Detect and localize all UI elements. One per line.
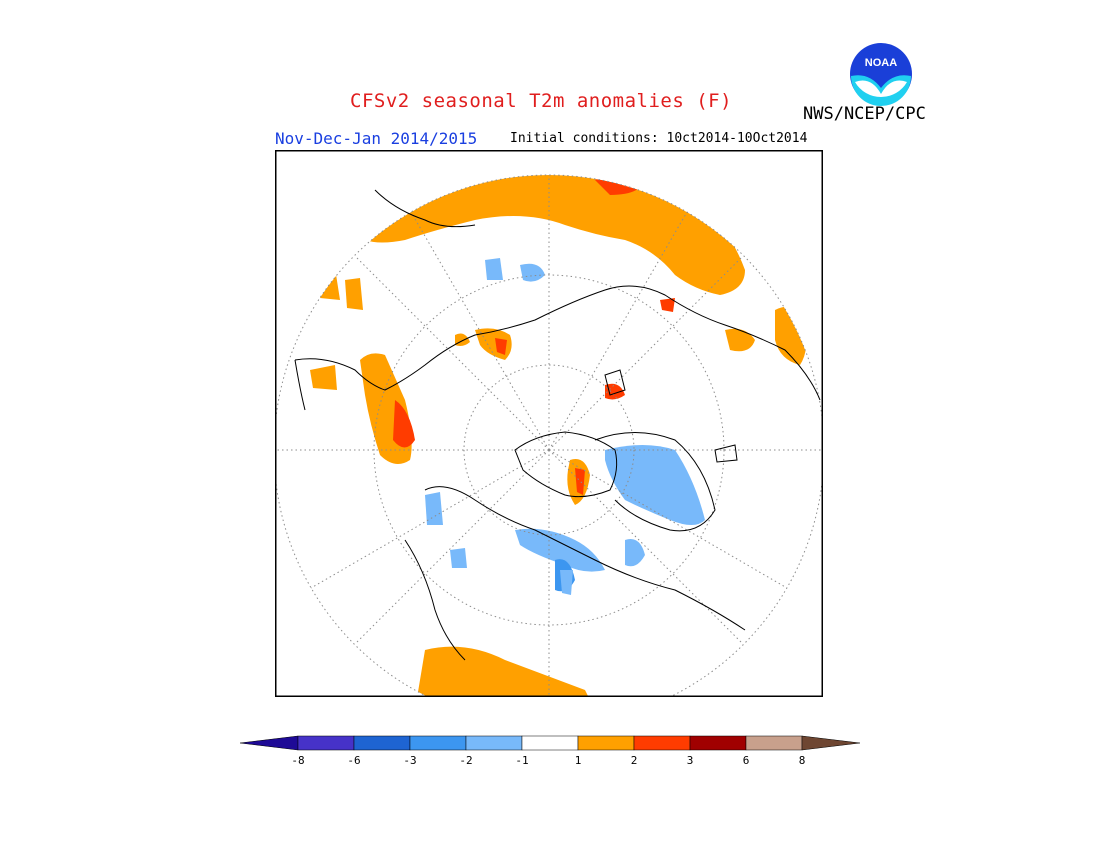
colorbar-bin <box>409 735 467 751</box>
warm-anomaly-siberia <box>355 175 745 295</box>
colorbar-bin <box>745 735 803 751</box>
colorbar-bin <box>521 735 579 751</box>
map-title: CFSv2 seasonal T2m anomalies (F) <box>350 90 733 112</box>
colorbar-tick-label: 3 <box>687 754 694 767</box>
organization-label: NWS/NCEP/CPC <box>803 104 926 124</box>
noaa-logo-icon: NOAA <box>850 43 912 106</box>
colorbar-legend: -8 -6 -3 -2 -1 1 2 3 6 8 <box>240 735 861 767</box>
anomaly-map <box>275 150 823 697</box>
colorbar-bin <box>353 735 411 751</box>
colorbar-bin <box>689 735 747 751</box>
colorbar-tick-label: -8 <box>291 754 304 767</box>
colorbar-tick-label: -2 <box>459 754 472 767</box>
initial-conditions-label: Initial conditions: 10ct2014-10Oct2014 <box>510 131 808 146</box>
colorbar-tick-label: -1 <box>515 754 528 767</box>
colorbar-tick-label: 1 <box>575 754 582 767</box>
logo-text: NOAA <box>865 57 897 69</box>
graticule <box>275 174 823 697</box>
colorbar-bin <box>297 735 355 751</box>
colorbar-tick-label: -6 <box>347 754 360 767</box>
colorbar-tick-label: -3 <box>403 754 416 767</box>
colorbar-bin <box>633 735 691 751</box>
colorbar-bin <box>465 735 523 751</box>
coastlines <box>294 189 821 661</box>
colorbar-right-arrow <box>801 735 861 751</box>
colorbar-tick-label: 8 <box>799 754 806 767</box>
warm-anomaly-north-pacific <box>415 646 595 697</box>
cold-anomaly-canada <box>605 445 705 525</box>
colorbar-bin <box>577 735 635 751</box>
season-label: Nov-Dec-Jan 2014/2015 <box>275 129 478 148</box>
colorbar-tick-label: 6 <box>743 754 750 767</box>
colorbar-tick-label: 2 <box>631 754 638 767</box>
colorbar-left-arrow <box>240 735 299 751</box>
